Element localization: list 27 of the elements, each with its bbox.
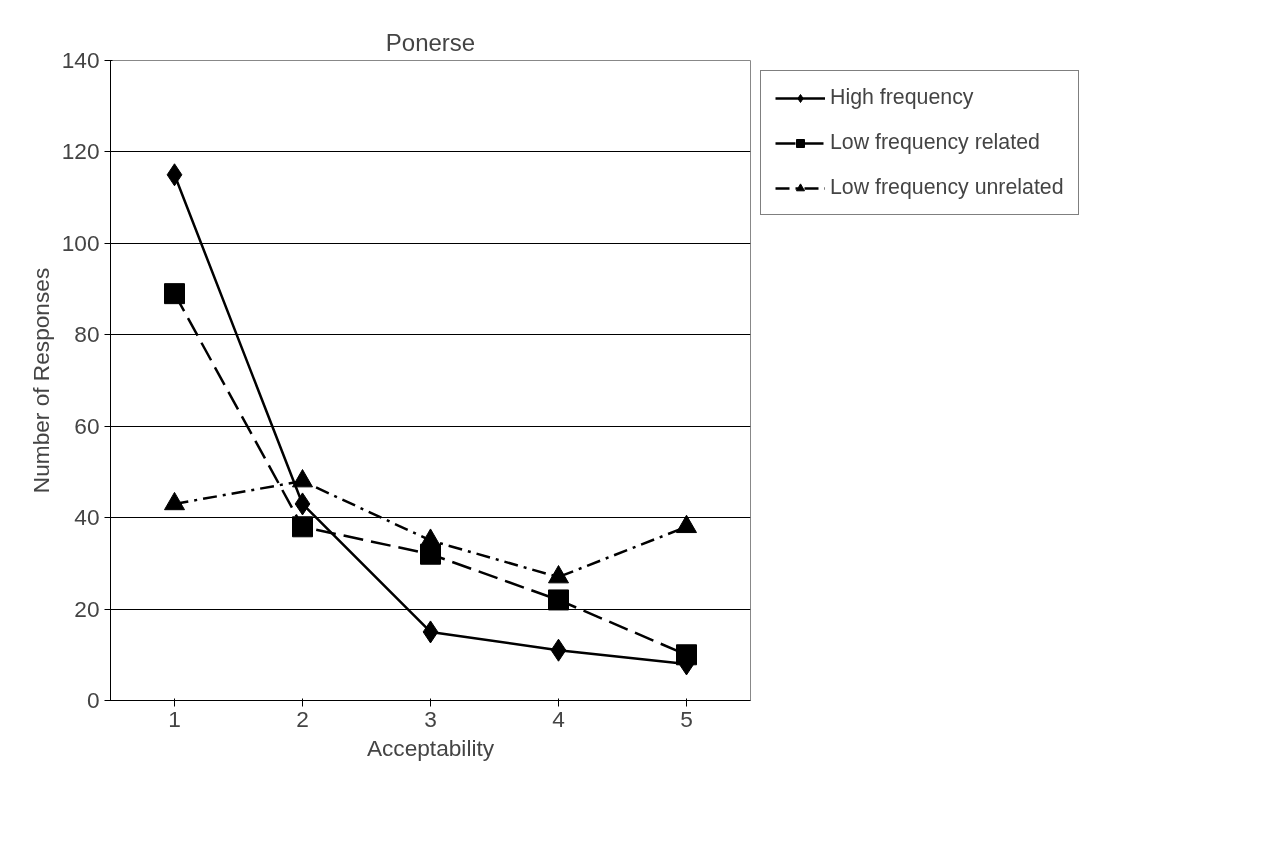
point xyxy=(420,543,441,565)
y-tick-label: 120 xyxy=(61,138,100,165)
x-tick-label: 1 xyxy=(168,705,181,732)
y-tick-label: 60 xyxy=(74,412,100,439)
point xyxy=(294,492,311,516)
y-tick-label: 100 xyxy=(61,229,100,256)
point xyxy=(548,589,569,611)
x-axis-title: Acceptability xyxy=(366,734,495,761)
x-tick-label: 2 xyxy=(296,705,309,732)
y-tick-label: 0 xyxy=(86,687,100,713)
x-tick-label: 4 xyxy=(552,705,565,732)
point xyxy=(422,620,439,644)
point xyxy=(550,638,567,662)
y-axis-title: Number of Responses xyxy=(27,267,54,494)
point xyxy=(166,163,183,187)
legend-label: Low frequency related xyxy=(830,130,1040,155)
point xyxy=(164,283,185,305)
legend-label: Low frequency unrelated xyxy=(830,175,1064,200)
point xyxy=(292,516,313,538)
y-tick-label: 40 xyxy=(74,504,100,531)
y-tick-label: 20 xyxy=(74,595,100,622)
chart-title: Ponerse xyxy=(385,28,476,56)
y-tick-label: 140 xyxy=(61,47,100,73)
x-tick-label: 3 xyxy=(424,705,437,732)
legend-label: High frequency xyxy=(830,85,974,110)
x-tick-label: 5 xyxy=(680,705,693,732)
y-tick-label: 80 xyxy=(74,321,100,348)
